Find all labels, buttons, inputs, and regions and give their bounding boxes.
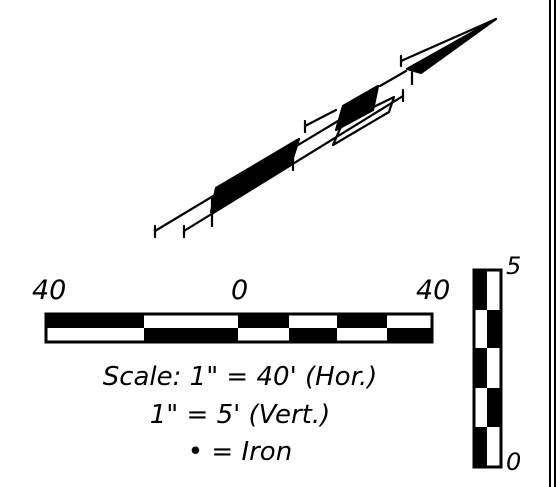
profile-wedge-top bbox=[405, 17, 498, 75]
vertical-scale-bar bbox=[472, 268, 503, 469]
profile-line-upper bbox=[153, 116, 345, 233]
frame-right-edge bbox=[554, 0, 556, 487]
vscale-top-label: 5 bbox=[506, 252, 522, 280]
hscale-right-label: 40 bbox=[416, 275, 451, 306]
legend-scale-vertical: 1" = 5' (Vert.) bbox=[149, 400, 331, 430]
hscale-left-label: 40 bbox=[32, 275, 67, 306]
hscale-center-label: 0 bbox=[231, 275, 249, 306]
profile-line-connect-c bbox=[378, 69, 408, 88]
profile-sketch bbox=[153, 17, 498, 239]
legend-iron-symbol: • = Iron bbox=[187, 437, 293, 467]
profile-line-connect-a bbox=[303, 108, 338, 128]
legend-scale-horizontal: Scale: 1" = 40' (Hor.) bbox=[102, 362, 378, 392]
profile-section-lower bbox=[209, 137, 301, 214]
profile-line-connect-b bbox=[399, 17, 498, 63]
vscale-bottom-label: 0 bbox=[506, 448, 522, 476]
horizontal-scale-bar bbox=[44, 312, 434, 344]
frame-right-border bbox=[549, 0, 551, 487]
